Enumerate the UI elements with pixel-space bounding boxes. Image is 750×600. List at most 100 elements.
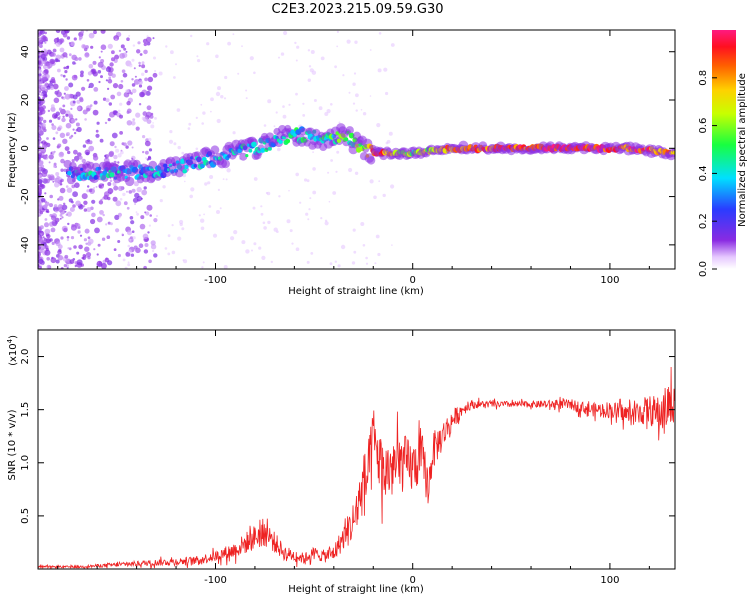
spectrogram-noise-point [49,238,53,242]
spectrogram-noise-point [258,246,262,250]
spectrogram-noise-point [59,180,63,183]
spectrogram-noise-point [143,265,147,269]
spectrogram-noise-point [88,145,95,152]
spectrogram-noise-point [44,245,48,249]
spectrogram-noise-point [40,84,47,91]
spectrogram-ridge-point [184,164,189,169]
spectrogram-noise-point [61,117,66,123]
spectrogram-noise-point [50,227,56,233]
snr-x-tick-label: -100 [204,575,227,586]
snr-x-tick-label: 0 [410,575,416,586]
spectrogram-noise-point [54,58,59,63]
spectrogram-noise-point [155,214,159,218]
spectrogram-noise-point [306,260,310,264]
spectrogram-noise-point [73,149,78,155]
spectrogram-noise-point [93,100,98,105]
spectrogram-noise-point [131,58,135,62]
spectrogram-noise-point [83,47,88,52]
spectrogram-noise-point [113,248,117,252]
spectrogram-noise-point [267,99,272,104]
spectrogram-noise-point [74,57,79,61]
spectrogram-noise-point [81,256,85,260]
spectrogram-noise-point [142,135,146,139]
spectrogram-noise-point [62,115,65,119]
spectrogram-ridge-point [336,138,342,143]
spectrogram-noise-point [388,131,393,136]
spectrogram-noise-point [62,52,68,58]
spectrogram-noise-point [47,109,51,113]
spectrogram-noise-point [263,226,267,230]
spectrogram-noise-point [63,92,66,95]
colorbar-gradient [712,30,736,269]
spectrogram-panel: -100 0 100 -40 -20 0 20 40 Height of straight l… [7,29,676,297]
spectrogram-noise-point [100,44,107,50]
spectrogram-noise-point [154,117,157,120]
spectrogram-noise-point [76,106,81,111]
spectrogram-noise-point [288,189,290,192]
spectrogram-noise-point [120,80,124,83]
spectrogram-noise-point [391,244,393,246]
spectrogram-ridge-halo [210,145,220,155]
spectrogram-noise-point [44,192,47,195]
spectrogram-noise-point [93,248,96,251]
spectrogram-noise-point [136,49,141,54]
spectrogram-noise-point [113,185,119,191]
spectrogram-noise-point [200,226,205,231]
spectrogram-noise-point [56,91,62,98]
spectrogram-noise-point [39,160,44,165]
spectrogram-noise-point [86,189,90,193]
spectrogram-noise-point [152,37,155,40]
spectrogram-noise-point [81,193,88,200]
spectrogram-noise-point [111,73,116,78]
spectrogram-noise-point [117,253,121,258]
spectrogram-noise-point [42,96,46,100]
spectrogram-noise-point [82,109,88,115]
spectrogram-noise-point [38,258,44,265]
spectrogram-noise-point [66,238,70,242]
spectrogram-x-tick-label: 100 [600,275,619,286]
spectrogram-noise-point [64,70,68,74]
spectrogram-noise-point [39,90,42,93]
spectrogram-noise-point [336,30,339,33]
spectrogram-noise-point [100,30,106,34]
spectrogram-noise-point [312,167,316,171]
spectrogram-noise-point [100,198,103,201]
spectrogram-noise-point [44,228,51,235]
spectrogram-noise-point [196,55,199,58]
spectrogram-noise-point [76,259,83,266]
spectrogram-noise-point [223,265,228,269]
spectrogram-ridge-halo [221,159,231,169]
spectrogram-noise-point [86,207,92,213]
spectrogram-noise-point [307,78,311,82]
spectrogram-noise-point [217,188,220,191]
spectrogram-noise-point [109,62,114,67]
spectrogram-noise-point [70,107,73,110]
spectrogram-noise-point [50,104,55,108]
spectrogram-y-tick-label: -40 [20,237,31,253]
spectrogram-noise-point [362,244,366,247]
spectrogram-noise-point [55,131,59,135]
spectrogram-noise-point [233,230,238,235]
spectrogram-noise-point [132,44,136,47]
spectrogram-noise-point [197,59,201,63]
spectrogram-ridge-point [344,137,349,142]
spectrogram-noise-point [72,128,75,131]
spectrogram-noise-point [81,158,87,164]
spectrogram-noise-point [353,250,357,254]
spectrogram-noise-point [115,200,122,207]
spectrogram-noise-point [46,257,50,261]
spectrogram-noise-point [145,150,149,155]
snr-x-axis-label: Height of straight line (km) [288,584,424,595]
spectrogram-noise-point [54,182,60,188]
spectrogram-noise-point [92,60,97,65]
spectrogram-noise-point [127,140,133,146]
spectrogram-noise-point [55,259,60,264]
spectrogram-noise-point [143,249,149,254]
spectrogram-ridge-point [248,148,253,153]
spectrogram-noise-point [117,153,122,158]
spectrogram-noise-point [360,109,363,111]
spectrogram-noise-point [212,233,218,238]
spectrogram-noise-point [169,130,173,134]
snr-marks [38,366,675,569]
spectrogram-noise-point [203,213,206,216]
